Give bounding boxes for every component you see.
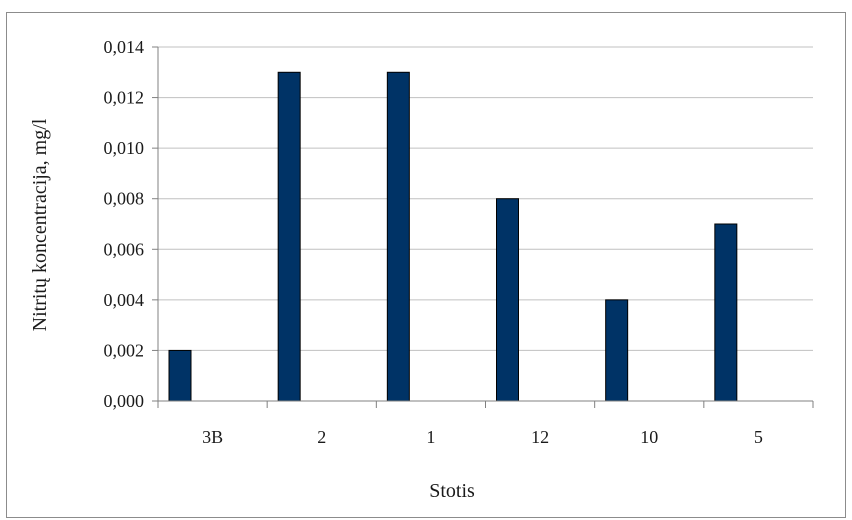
y-tick-label: 0,008	[104, 189, 145, 209]
x-tick-label: 5	[754, 427, 763, 447]
x-axis-title: Stotis	[429, 480, 475, 502]
bar-2	[277, 71, 301, 402]
x-tick-labels: 3B 2 1 12 10 5	[202, 427, 763, 447]
x-tick-label: 3B	[202, 427, 223, 447]
bar-12	[496, 198, 519, 402]
bar-5	[714, 223, 738, 402]
y-tick-label: 0,000	[104, 391, 145, 411]
y-axis-title: Nitritų koncentracija, mg/l	[29, 118, 51, 331]
x-tick-label: 10	[640, 427, 658, 447]
y-tick-label: 0,014	[104, 37, 145, 57]
y-tick-label: 0,010	[104, 138, 145, 158]
bars	[168, 71, 738, 402]
bar-10	[605, 299, 629, 402]
x-tick-label: 1	[426, 427, 435, 447]
chart-frame	[6, 12, 846, 518]
y-tick-label: 0,012	[104, 88, 145, 108]
gridlines	[158, 46, 813, 351]
bar-1	[386, 71, 410, 402]
y-tick-label: 0,002	[104, 340, 145, 360]
y-tick-label: 0,006	[104, 239, 145, 259]
bar-3B	[168, 349, 192, 402]
y-tick-labels: 0,000 0,002 0,004 0,006 0,008 0,010 0,012 0,014	[104, 37, 145, 411]
axes	[152, 46, 814, 408]
x-tick-label: 12	[531, 427, 549, 447]
x-tick-label: 2	[317, 427, 326, 447]
y-tick-label: 0,004	[104, 290, 145, 310]
